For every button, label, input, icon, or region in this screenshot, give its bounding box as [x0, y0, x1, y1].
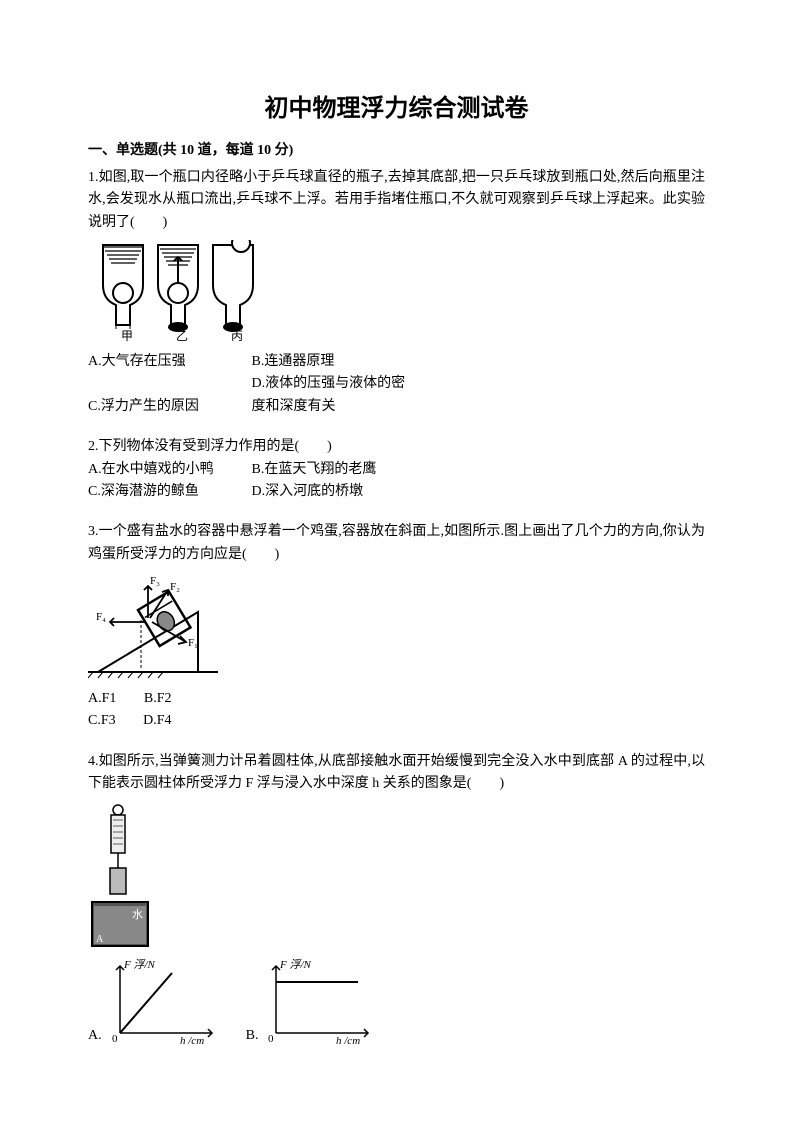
q3-f3: F₃: [150, 575, 160, 587]
q4-opt-b: B.: [246, 1025, 259, 1047]
q1-fig-label-a: 甲: [121, 329, 133, 343]
q3-opt-b: B.F2: [144, 688, 172, 710]
q1-text: 1.如图,取一个瓶口内径略小于乒乓球直径的瓶子,去掉其底部,把一只乒乓球放到瓶口…: [88, 167, 705, 234]
q3-f2: F₂: [170, 581, 180, 593]
q2-opt-b: B.在蓝天飞翔的老鹰: [252, 459, 412, 481]
q4-graph-b-ylabel: F 浮/N: [279, 958, 312, 971]
q4-graph-a-xlabel: h /cm: [180, 1035, 204, 1047]
q3-figure: F₃ F₂ F₄ F₁: [88, 572, 705, 682]
question-4: 4.如图所示,当弹簧测力计吊着圆柱体,从底部接触水面开始缓慢到完全没入水中到底部…: [88, 751, 705, 1048]
q1-fig-label-b: 乙: [176, 329, 188, 343]
page-title: 初中物理浮力综合测试卷: [88, 90, 705, 128]
q3-opt-d: D.F4: [143, 710, 171, 732]
q3-text: 3.一个盛有盐水的容器中悬浮着一个鸡蛋,容器放在斜面上,如图所示.图上画出了几个…: [88, 521, 705, 566]
q1-fig-label-c: 丙: [231, 329, 243, 343]
q1-opt-b: B.连通器原理: [252, 351, 412, 373]
q4-graphs: A. F 浮/N h /cm 0 B. F 浮/N h /cm: [88, 958, 705, 1048]
section-header: 一、单选题(共 10 道，每道 10 分): [88, 140, 705, 162]
q3-opt-a: A.F1: [88, 688, 116, 710]
q4-water-label: 水: [132, 908, 143, 921]
q2-opt-c: C.深海潜游的鲸鱼: [88, 481, 248, 503]
q2-text: 2.下列物体没有受到浮力作用的是( ): [88, 436, 705, 458]
question-1: 1.如图,取一个瓶口内径略小于乒乓球直径的瓶子,去掉其底部,把一只乒乓球放到瓶口…: [88, 167, 705, 418]
q4-graph-b-xlabel: h /cm: [336, 1035, 360, 1047]
q1-opt-d: D.液体的压强与液体的密度和深度有关: [252, 373, 412, 418]
question-2: 2.下列物体没有受到浮力作用的是( ) A.在水中嬉戏的小鸭 B.在蓝天飞翔的老…: [88, 436, 705, 503]
q4-text: 4.如图所示,当弹簧测力计吊着圆柱体,从底部接触水面开始缓慢到完全没入水中到底部…: [88, 751, 705, 796]
q4-graph-a-ylabel: F 浮/N: [123, 958, 156, 971]
q3-f1: F₁: [188, 637, 198, 649]
q4-opt-a: A.: [88, 1025, 102, 1047]
q1-figure: 甲 乙 丙: [88, 240, 705, 345]
q3-f4: F₄: [96, 611, 106, 623]
q1-opt-a: A.大气存在压强: [88, 351, 248, 373]
q4-graph-b-origin: 0: [268, 1033, 274, 1045]
q4-figure: 水 A: [88, 802, 705, 952]
q4-graph-a-origin: 0: [112, 1033, 118, 1045]
q4-a-label: A: [96, 934, 104, 945]
question-3: 3.一个盛有盐水的容器中悬浮着一个鸡蛋,容器放在斜面上,如图所示.图上画出了几个…: [88, 521, 705, 733]
q3-opt-c: C.F3: [88, 710, 116, 732]
q2-opt-a: A.在水中嬉戏的小鸭: [88, 459, 248, 481]
q2-opt-d: D.深入河底的桥墩: [252, 481, 412, 503]
q1-opt-c: C.浮力产生的原因: [88, 396, 248, 418]
